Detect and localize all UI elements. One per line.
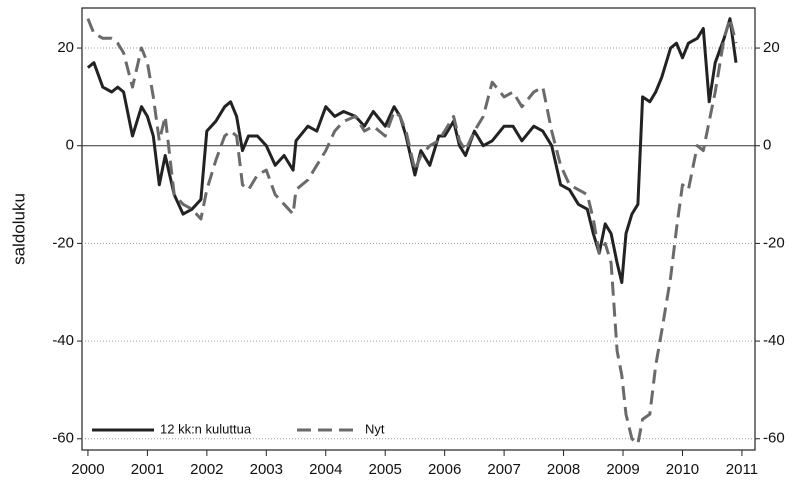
y2-tick-label: -40 (763, 332, 785, 349)
x-tick-label: 2004 (309, 461, 342, 478)
x-tick-label: 2007 (487, 461, 520, 478)
y-axis-label: saldoluku (9, 193, 28, 265)
x-tick-label: 2010 (666, 461, 699, 478)
series-line (86, 17, 738, 284)
y2-tick-label: 20 (763, 39, 780, 56)
legend-label: 12 kk:n kuluttua (160, 421, 252, 436)
y2-tick-label: -20 (763, 234, 785, 251)
y-tick-label: 20 (57, 39, 74, 56)
x-tick-label: 2009 (606, 461, 639, 478)
x-tick-label: 2005 (369, 461, 402, 478)
x-tick-label: 2011 (726, 461, 758, 478)
y-tick-label: 0 (66, 137, 74, 154)
y-tick-label: -60 (52, 430, 74, 447)
y2-tick-label: -60 (763, 430, 785, 447)
y2-tick-label: 0 (763, 137, 771, 154)
legend-label: Nyt (365, 421, 385, 436)
series-line (86, 17, 738, 446)
x-tick-label: 2000 (71, 461, 104, 478)
x-tick-label: 2003 (250, 461, 283, 478)
plot-frame (81, 7, 756, 451)
y-tick-label: -20 (52, 234, 74, 251)
y-tick-label: -40 (52, 332, 74, 349)
x-tick-label: 2002 (190, 461, 223, 478)
x-tick-label: 2008 (547, 461, 580, 478)
x-tick-label: 2006 (428, 461, 461, 478)
x-tick-label: 2001 (131, 461, 164, 478)
